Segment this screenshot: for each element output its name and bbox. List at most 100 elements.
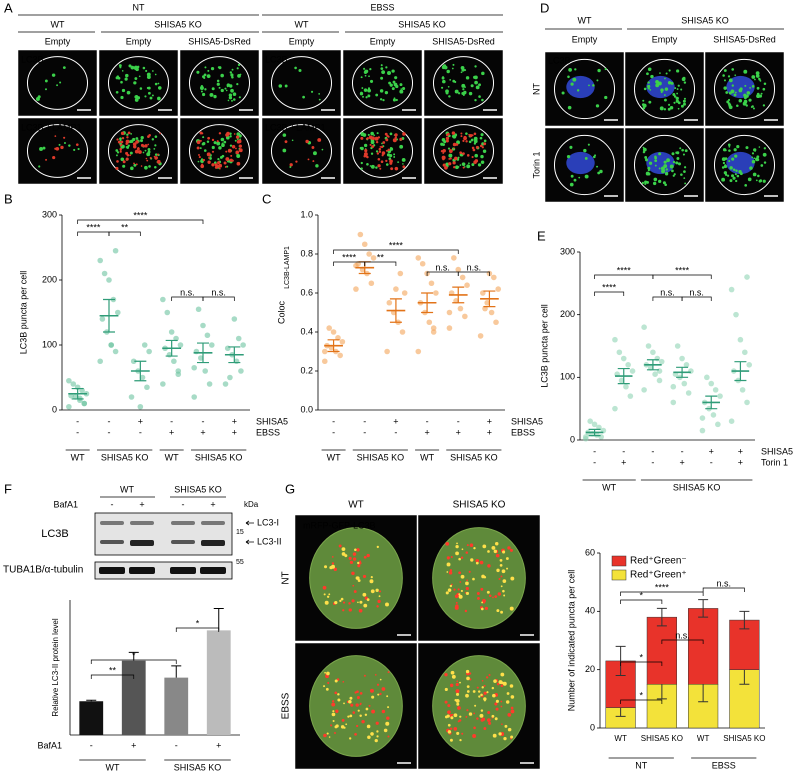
puncta [291, 139, 294, 142]
puncta [324, 671, 326, 674]
puncta [664, 87, 669, 91]
puncta [364, 149, 368, 153]
puncta [682, 153, 685, 156]
blot [94, 512, 233, 556]
puncta [469, 134, 473, 138]
puncta [356, 696, 360, 700]
puncta [507, 712, 512, 717]
data-point [708, 380, 715, 387]
puncta [116, 138, 119, 141]
puncta [125, 157, 129, 161]
puncta [402, 86, 406, 91]
puncta [352, 557, 357, 561]
puncta [377, 693, 380, 696]
puncta [735, 169, 738, 172]
puncta [148, 165, 151, 168]
puncta [363, 555, 367, 559]
puncta [149, 156, 152, 160]
puncta [196, 140, 201, 145]
puncta [722, 148, 727, 152]
cell-outline [107, 56, 170, 110]
puncta [451, 135, 455, 138]
puncta [474, 159, 479, 163]
puncta [321, 148, 324, 151]
puncta [369, 165, 372, 167]
puncta [204, 88, 207, 91]
condition-sign: - [76, 416, 79, 426]
puncta [231, 144, 236, 149]
puncta [121, 88, 126, 93]
puncta [375, 166, 378, 169]
micrograph [261, 117, 342, 185]
puncta [756, 155, 760, 159]
cell-outline [713, 134, 776, 196]
puncta [369, 68, 372, 71]
puncta [382, 711, 385, 714]
y-tick-label: 200 [42, 274, 57, 284]
puncta [447, 710, 451, 714]
data-point [384, 348, 390, 355]
condition-sign: - [457, 416, 460, 426]
puncta [352, 584, 355, 587]
puncta [654, 159, 658, 163]
data-point [399, 329, 406, 335]
puncta [348, 608, 352, 612]
puncta [385, 602, 389, 607]
band [129, 567, 155, 574]
puncta [219, 155, 223, 159]
puncta [762, 179, 766, 183]
data-point [370, 255, 377, 261]
puncta [498, 680, 503, 684]
puncta [384, 91, 389, 95]
puncta [445, 591, 449, 595]
data-point [240, 342, 246, 348]
puncta [659, 106, 664, 111]
puncta [402, 165, 406, 169]
puncta [230, 154, 233, 157]
puncta [370, 688, 374, 693]
puncta [641, 103, 645, 106]
puncta [460, 574, 465, 579]
puncta [510, 576, 515, 581]
puncta [458, 719, 462, 722]
channel-label: LAMP1 [296, 122, 326, 132]
puncta [199, 85, 204, 90]
puncta [224, 166, 227, 168]
puncta [357, 579, 361, 582]
puncta [722, 161, 726, 165]
puncta [470, 558, 474, 562]
puncta [323, 733, 327, 738]
puncta [654, 155, 657, 159]
data-point [451, 255, 457, 261]
puncta [142, 151, 145, 154]
bar-segment [646, 616, 677, 685]
puncta [662, 181, 666, 185]
puncta [338, 544, 342, 548]
data-point [393, 286, 399, 292]
puncta [146, 86, 150, 90]
puncta [675, 151, 678, 154]
condition-label: EBSS [511, 427, 535, 437]
micrograph [342, 49, 423, 117]
puncta [393, 156, 396, 158]
puncta [667, 81, 672, 85]
data-point [168, 329, 175, 335]
puncta [289, 166, 292, 168]
data-point [415, 348, 422, 355]
data-point [128, 394, 135, 400]
puncta [39, 147, 43, 151]
puncta [140, 135, 144, 140]
puncta [680, 88, 683, 91]
puncta [229, 144, 233, 147]
puncta [465, 551, 469, 554]
puncta [119, 66, 122, 69]
puncta [669, 105, 674, 110]
puncta [751, 75, 756, 79]
puncta [757, 174, 760, 178]
puncta [125, 139, 130, 144]
puncta [749, 166, 753, 170]
puncta [358, 608, 363, 613]
puncta [371, 145, 375, 148]
channel-label: LC3B [548, 55, 571, 65]
puncta [352, 552, 357, 556]
